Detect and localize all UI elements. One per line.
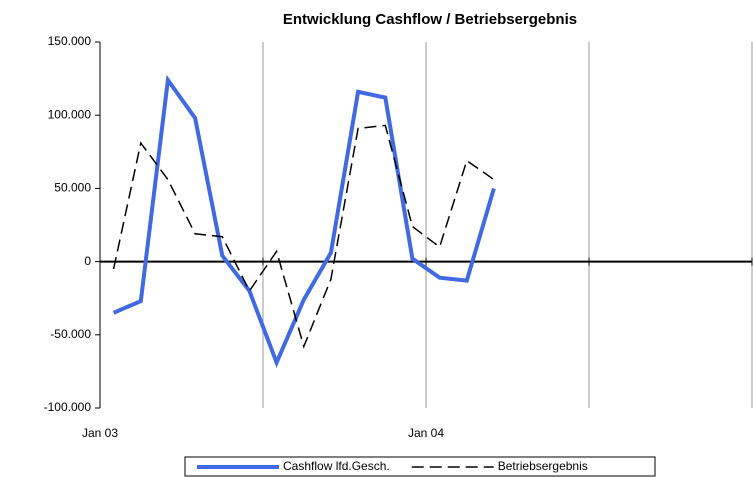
chart-title: Entwicklung Cashflow / Betriebsergebnis (283, 11, 577, 28)
y-tick-label: 150.000 (48, 34, 92, 48)
x-tick-label: Jan 04 (408, 426, 444, 440)
y-tick-label: 0 (84, 254, 91, 268)
y-tick-label: 50.000 (54, 181, 91, 195)
y-tick-label: -50.000 (50, 327, 91, 341)
series-line (112, 124, 495, 349)
legend-label: Cashflow lfd.Gesch. (283, 459, 390, 473)
legend-label: Betriebsergebnis (498, 459, 588, 473)
y-tick-label: -100.000 (44, 400, 92, 414)
series-line (112, 74, 496, 368)
y-tick-label: 100.000 (48, 107, 92, 121)
x-tick-label: Jan 03 (82, 426, 118, 440)
